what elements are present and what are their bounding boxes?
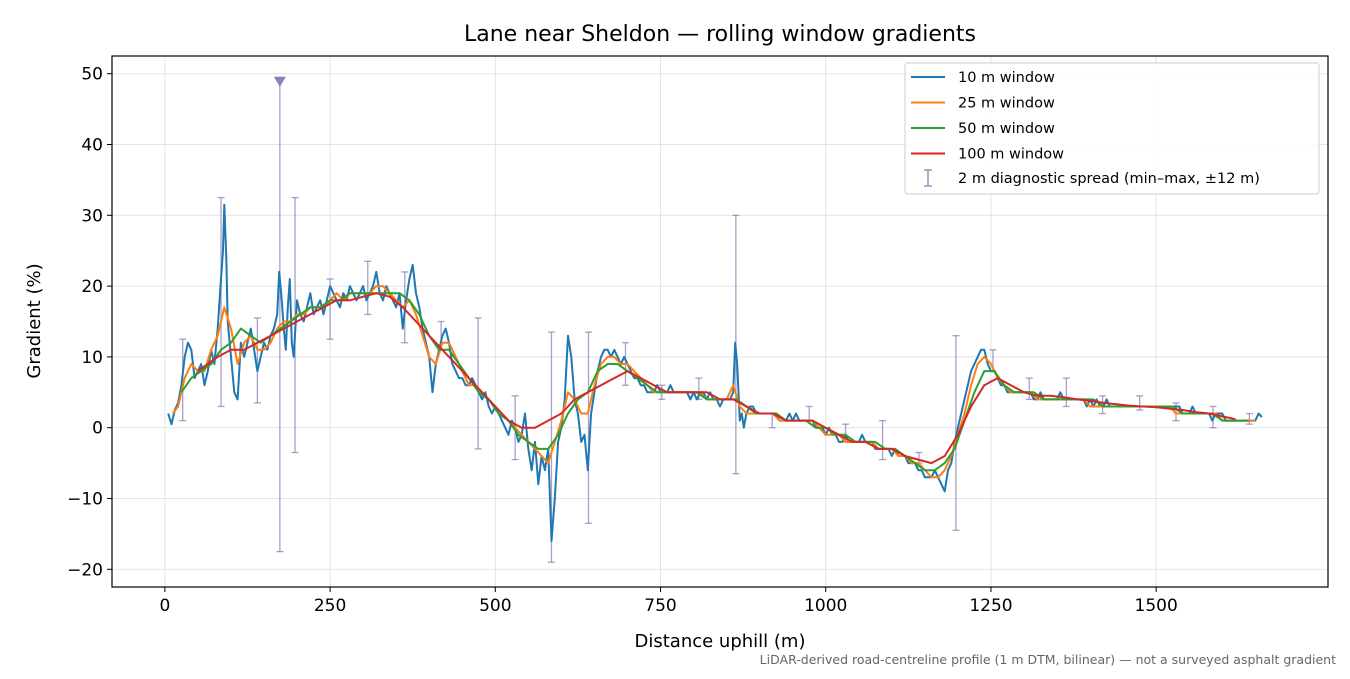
x-tick-label: 500 (479, 596, 511, 616)
spread-errorbar (217, 196, 225, 408)
spread-errorbar (273, 76, 286, 553)
x-axis-label: Distance uphill (m) (635, 631, 806, 652)
x-tick-label: 1000 (804, 596, 847, 616)
spread-errorbar (364, 260, 372, 316)
y-tick-label: 0 (92, 419, 103, 439)
clipped-marker (273, 76, 286, 87)
y-tick-label: −20 (67, 560, 103, 580)
x-tick-label: 250 (314, 596, 346, 616)
legend-label: 10 m window (958, 70, 1055, 86)
y-tick-label: −10 (67, 490, 103, 510)
x-axis-ticks: 0 250 500 750 1000 1250 1500 (159, 587, 1178, 616)
y-tick-label: 40 (81, 136, 103, 156)
legend-label: 2 m diagnostic spread (min–max, ±12 m) (958, 171, 1260, 187)
x-tick-label: 750 (644, 596, 676, 616)
y-axis-label: Gradient (%) (24, 263, 45, 378)
y-axis-ticks: −20 −10 0 10 20 30 40 50 (67, 65, 112, 580)
y-tick-label: 20 (81, 277, 103, 297)
x-tick-label: 1500 (1135, 596, 1178, 616)
legend: 10 m window 25 m window 50 m window 100 m w… (904, 62, 1320, 195)
spread-errorbar (253, 317, 261, 404)
spread-errorbar (879, 419, 887, 461)
spread-errorbar (584, 331, 592, 524)
spread-errorbar (1245, 412, 1253, 425)
spread-errorbar (474, 317, 482, 450)
spread-errorbar (1099, 395, 1107, 415)
y-tick-label: 30 (81, 206, 103, 226)
series-line (197, 292, 1236, 465)
legend-label: 100 m window (958, 147, 1064, 163)
spread-errorbar (1136, 395, 1144, 411)
spread-errorbar (1025, 377, 1033, 401)
legend-frame (904, 62, 1320, 195)
legend-label: 50 m window (958, 121, 1055, 137)
x-tick-label: 1250 (969, 596, 1012, 616)
x-tick-label: 0 (159, 596, 170, 616)
footnote: LiDAR-derived road-centreline profile (1… (760, 652, 1336, 667)
plot-area (167, 76, 1263, 563)
y-tick-label: 50 (81, 65, 103, 85)
y-tick-label: 10 (81, 348, 103, 368)
chart-title: Lane near Sheldon — rolling window gradi… (464, 22, 976, 47)
spread-errorbar (1062, 377, 1070, 408)
grid-lines (112, 56, 1328, 587)
legend-label: 25 m window (958, 96, 1055, 112)
axes-frame (111, 55, 1329, 588)
